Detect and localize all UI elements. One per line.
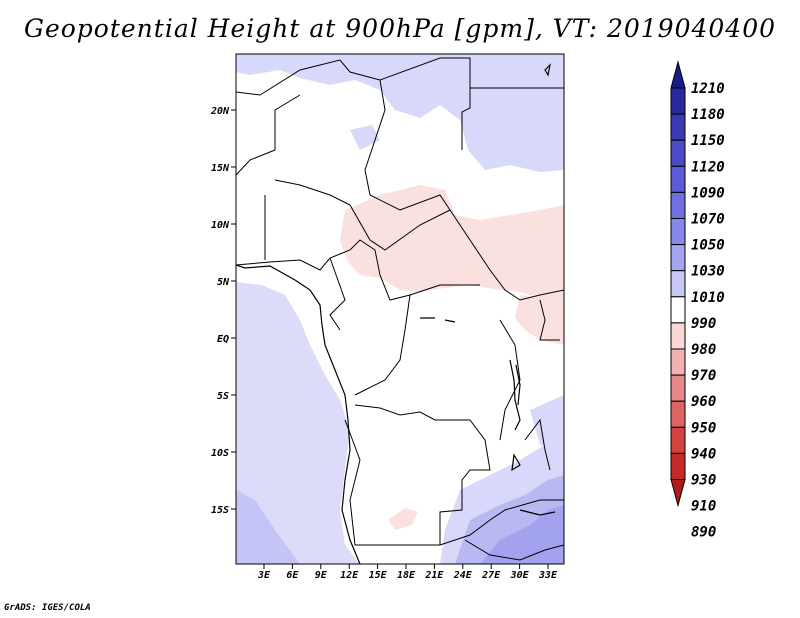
lat-label: 15N xyxy=(211,163,230,174)
colorbar-segment xyxy=(670,191,686,219)
colorbar-label: 910 xyxy=(691,499,716,515)
colorbar-label: 1090 xyxy=(691,185,725,201)
contour-shading-low-east xyxy=(515,295,564,345)
colorbar-segment xyxy=(670,270,686,298)
country-borders xyxy=(236,57,564,561)
colorbar-label: 970 xyxy=(691,368,716,384)
colorbar-label: 990 xyxy=(691,316,716,332)
lon-label: 18E xyxy=(397,570,416,581)
lat-label: 15S xyxy=(211,505,229,516)
lon-label: 12E xyxy=(340,570,359,581)
lat-label: 5N xyxy=(217,277,230,288)
colorbar-segment xyxy=(670,165,686,193)
colorbar-segment xyxy=(670,400,686,428)
contour-shading-low-south xyxy=(388,508,418,530)
contour-shading-north-patch xyxy=(350,125,380,150)
lon-label: 21E xyxy=(424,570,444,581)
contour-shading-atlantic xyxy=(236,282,360,564)
contour-shading-sw-corner xyxy=(236,490,300,564)
colorbar-segment xyxy=(670,218,686,246)
contour-shading-north xyxy=(236,54,564,172)
colorbar-label: 890 xyxy=(691,525,716,541)
colorbar-label: 940 xyxy=(691,446,716,462)
colorbar-label: 1180 xyxy=(691,107,725,123)
lon-label: 24E xyxy=(453,570,473,581)
colorbar-segment xyxy=(670,296,686,324)
map-plot-area xyxy=(236,54,564,564)
lon-label: 33E xyxy=(538,570,558,581)
colorbar-label: 950 xyxy=(691,420,716,436)
lon-label: 27E xyxy=(481,570,501,581)
coastlines xyxy=(236,63,556,564)
lon-label: 30E xyxy=(510,570,530,581)
colorbar-segment xyxy=(670,113,686,141)
colorbar-label: 1120 xyxy=(691,159,725,175)
grads-credit: GrADS: IGES/COLA xyxy=(4,603,91,613)
colorbar-top-arrow xyxy=(670,60,686,89)
lon-label: 9E xyxy=(315,570,328,581)
colorbar-label: 1210 xyxy=(691,81,725,97)
colorbar-segment xyxy=(670,244,686,272)
colorbar-label: 1030 xyxy=(691,264,725,280)
colorbar-label: 1010 xyxy=(691,290,725,306)
contour-shading-east-coast xyxy=(530,395,564,450)
colorbar: 1210 1180 1150 1120 1090 1070 1050 1030 1010 990 9… xyxy=(670,60,725,541)
colorbar-segment xyxy=(670,348,686,376)
colorbar-label: 1150 xyxy=(691,133,725,149)
lon-label: 6E xyxy=(286,570,299,581)
lat-label: 10N xyxy=(211,220,230,231)
colorbar-label: 930 xyxy=(691,473,716,489)
longitude-axis: 3E 6E 9E 12E 15E 18E 21E 24E 27E 30E 33E xyxy=(257,564,558,581)
lat-label: 10S xyxy=(211,448,229,459)
lon-label: 15E xyxy=(369,570,388,581)
lat-label: EQ xyxy=(217,334,229,345)
latitude-axis: 20N 15N 10N 5N EQ 5S 10S 15S xyxy=(210,106,236,516)
lat-label: 5S xyxy=(217,391,229,402)
lat-label: 20N xyxy=(210,106,230,117)
colorbar-label: 1070 xyxy=(691,212,725,228)
contour-shading-low-central xyxy=(340,185,564,300)
colorbar-segment xyxy=(670,139,686,167)
map-frame xyxy=(235,53,565,565)
colorbar-segment xyxy=(670,374,686,402)
lon-label: 3E xyxy=(257,570,271,581)
colorbar-label: 1050 xyxy=(691,238,725,254)
colorbar-label: 960 xyxy=(691,394,716,410)
colorbar-label: 980 xyxy=(691,342,716,358)
colorbar-bottom-arrow xyxy=(670,479,686,508)
colorbar-segment xyxy=(670,452,686,480)
contour-shading-southeast-core xyxy=(480,505,564,564)
map-title: Geopotential Height at 900hPa [gpm], VT:… xyxy=(23,14,777,43)
colorbar-segment xyxy=(670,426,686,454)
colorbar-segment xyxy=(670,322,686,350)
colorbar-segment xyxy=(670,87,686,115)
